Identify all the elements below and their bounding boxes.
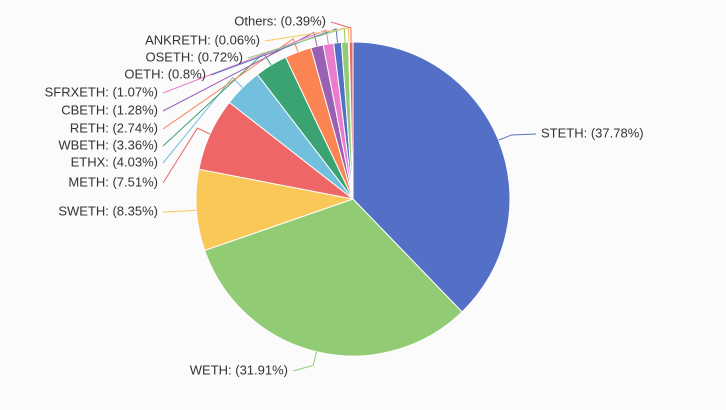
labels-layer: STETH: (37.78%) WETH: (31.91%) SWETH: (8.3… [45,13,644,377]
leader-line-others [330,21,352,43]
leader-lines-layer [162,21,537,372]
slice-label-others: Others: (0.39%) [234,13,326,28]
slice-label-sweth: SWETH: (8.35%) [58,203,158,218]
slice-label-ankreth: ANKRETH: (0.06%) [145,32,260,47]
leader-line-ankreth [264,27,350,43]
slice-label-reth: RETH: (2.74%) [70,120,158,135]
leader-line-sfrxeth [162,29,329,94]
leader-line-ethx [162,76,243,164]
leader-line-steth [498,133,537,141]
leader-line-oeth [210,28,339,76]
slices-layer [195,41,511,357]
pie-slice-others[interactable] [348,41,354,200]
leader-line-weth [292,351,317,372]
slice-label-cbeth: CBETH: (1.28%) [61,102,158,117]
leader-line-sweth [162,209,197,213]
leader-line-reth [162,38,299,130]
pie-slice-weth[interactable] [204,198,463,357]
slice-label-steth: STETH: (37.78%) [541,125,644,140]
slice-label-ethx: ETHX: (4.03%) [71,154,158,169]
leader-line-meth [162,127,211,184]
slice-label-weth: WETH: (31.91%) [190,362,288,377]
slice-label-wbeth: WBETH: (3.36%) [58,137,158,152]
slice-label-oeth: OETH: (0.8%) [124,66,206,81]
slice-label-oseth: OSETH: (0.72%) [145,49,243,64]
leader-line-cbeth [162,31,318,112]
slice-label-sfrxeth: SFRXETH: (1.07%) [45,84,158,99]
slice-label-meth: METH: (7.51%) [68,174,158,189]
